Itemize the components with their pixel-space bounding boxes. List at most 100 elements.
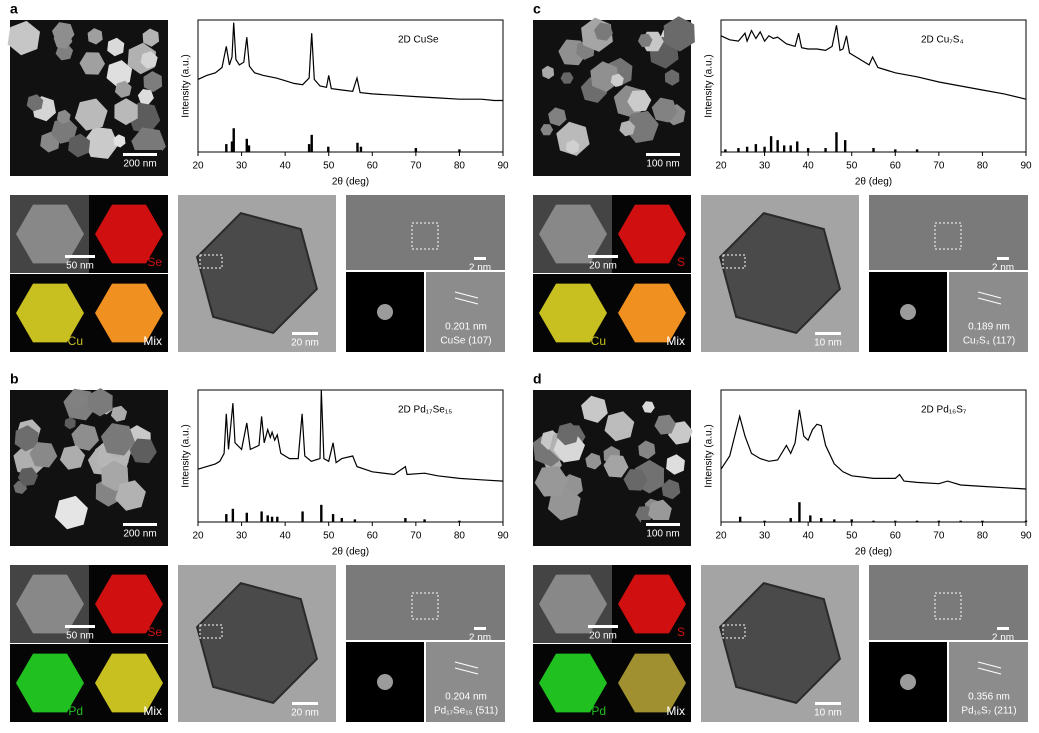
nanosheet	[129, 438, 157, 464]
xrd-curve	[720, 409, 1027, 490]
eds-particle	[618, 653, 686, 713]
roi-box	[199, 624, 223, 639]
nanosheet	[53, 30, 73, 49]
element-label: S	[677, 255, 685, 269]
nanosheet	[585, 452, 602, 470]
xrd-curve	[197, 22, 503, 102]
reference-peak	[850, 519, 853, 522]
nanosheet	[114, 98, 138, 126]
element-label: Cu	[591, 334, 606, 348]
fft-center	[377, 674, 393, 690]
x-tick-label: 50	[846, 161, 858, 172]
reference-peak	[320, 504, 323, 522]
nanosheet	[110, 405, 128, 422]
scale-bar	[65, 625, 95, 628]
nanosheet	[623, 469, 648, 491]
reference-peak	[331, 514, 335, 522]
lattice-image	[426, 642, 505, 722]
nanosheet	[654, 414, 676, 435]
nanosheet	[666, 454, 685, 475]
chart-title: 2D Pd₁₆S₇	[921, 405, 967, 416]
x-tick-label: 20	[715, 161, 727, 172]
x-tick-label: 50	[323, 161, 335, 172]
reference-peak	[356, 142, 359, 152]
nanosheet	[87, 28, 103, 45]
nanosheet	[56, 109, 71, 124]
roi-box	[411, 592, 439, 620]
nanosheet	[64, 417, 76, 430]
x-axis-title: 2θ (deg)	[332, 547, 369, 558]
nanosheet	[29, 442, 58, 468]
nanosheet	[648, 499, 672, 524]
reference-peak	[458, 149, 461, 152]
nanosheet	[74, 98, 108, 131]
nanosheet	[663, 16, 695, 52]
reference-peak	[245, 512, 248, 522]
reference-peak	[458, 520, 461, 522]
x-tick-label: 70	[410, 531, 422, 542]
element-label: Mix	[143, 334, 162, 348]
reference-peak	[915, 149, 919, 152]
fft-center	[900, 674, 916, 690]
x-tick-label: 60	[890, 531, 902, 542]
scale-bar-label: 200 nm	[123, 529, 156, 540]
x-tick-label: 30	[236, 161, 248, 172]
element-label: Mix	[666, 334, 685, 348]
x-tick-label: 30	[759, 531, 771, 542]
nanosheet	[17, 467, 38, 486]
scale-bar-label: 100 nm	[646, 159, 679, 170]
scale-bar-label: 50 nm	[66, 631, 94, 642]
eds-particle	[16, 653, 84, 713]
x-tick-label: 30	[759, 161, 771, 172]
nanosheet	[106, 60, 133, 87]
x-tick-label: 60	[367, 531, 379, 542]
scale-bar	[292, 332, 318, 335]
reference-peak	[225, 514, 228, 522]
reference-peak	[247, 145, 251, 152]
plot-frame	[197, 19, 504, 153]
reference-peak	[404, 518, 407, 522]
element-label: Cu	[68, 334, 83, 348]
xrd-curve	[197, 389, 504, 482]
x-tick-label: 20	[192, 531, 204, 542]
nanosheet	[642, 401, 655, 413]
reference-peak	[340, 518, 343, 522]
scale-bar-label: 10 nm	[814, 338, 842, 349]
nanosheet	[610, 73, 624, 87]
nanosheet	[651, 97, 678, 123]
nanosheet	[661, 479, 681, 500]
nanosheet	[638, 440, 656, 460]
nanosheet	[581, 395, 608, 423]
panel-label: a	[10, 1, 18, 17]
nanosheet	[100, 423, 136, 456]
reference-peak	[763, 520, 766, 522]
plane-label: CuSe (107)	[440, 336, 491, 347]
x-tick-label: 40	[280, 531, 292, 542]
y-axis-title: Intensity (a.u.)	[181, 54, 192, 117]
scale-bar	[588, 625, 618, 628]
reference-peak	[724, 149, 727, 152]
x-tick-label: 60	[367, 161, 379, 172]
scale-bar-label: 20 nm	[291, 338, 319, 349]
reference-peak	[915, 520, 919, 522]
nanosheet	[140, 51, 158, 69]
lattice-marker	[977, 661, 1002, 669]
scale-bar	[474, 257, 486, 260]
nanosheet	[625, 111, 659, 143]
tem-particle	[718, 211, 842, 335]
nanosheet	[71, 423, 99, 451]
roi-box	[199, 254, 223, 269]
reference-peak	[737, 148, 740, 152]
reference-peak	[894, 520, 897, 522]
reference-peak	[835, 132, 838, 152]
nanosheet	[101, 460, 129, 492]
nanosheet	[7, 20, 41, 56]
plot-frame	[720, 19, 1027, 153]
reference-peak	[414, 148, 418, 152]
lattice-image	[949, 272, 1028, 352]
scale-bar-label: 20 nm	[589, 261, 617, 272]
reference-peak	[981, 520, 984, 522]
element-label: Se	[147, 625, 162, 639]
nanosheet	[69, 391, 84, 409]
d-spacing: 0.201 nm	[445, 322, 487, 333]
